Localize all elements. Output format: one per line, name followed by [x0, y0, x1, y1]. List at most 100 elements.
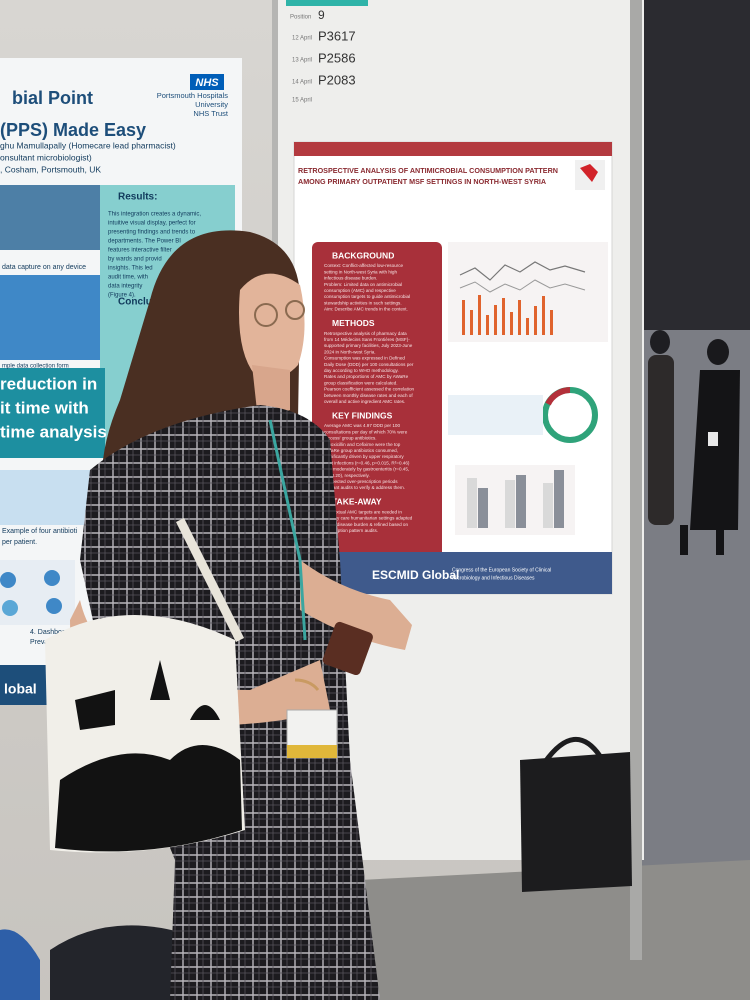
results-text: features interactive filter — [108, 248, 172, 254]
section-line: Problem: Limited data on antimicrobial — [324, 282, 402, 287]
schedule-code: P2083 — [318, 72, 356, 87]
backpack — [0, 929, 40, 1000]
nhs-logo-text: NHS — [195, 77, 219, 89]
section-line: day according to WHO methodology. — [324, 368, 399, 373]
section-heading: TAKE-AWAY — [332, 496, 382, 506]
caption: data capture on any device — [2, 264, 86, 271]
schedule-code: P2586 — [318, 50, 356, 65]
section-line: Retrospective analysis of pharmacy data — [324, 331, 407, 336]
background-people — [648, 330, 740, 555]
tote-strap — [175, 517, 245, 643]
results-text: This integration creates a dynamic, — [108, 212, 201, 218]
left-title: (PPS) Made Easy — [0, 120, 146, 140]
highlight-text: it time with — [0, 398, 89, 417]
org-name: University — [195, 100, 228, 109]
section-line: Context: Conflict-affected low-resource — [324, 263, 404, 268]
schedule-position: 9 — [318, 8, 325, 22]
glasses — [285, 300, 305, 320]
results-text: insights. This led — [108, 266, 153, 272]
section-line: Contextual AMC targets are needed in — [324, 509, 402, 514]
highlight-text: time analysis — [0, 422, 107, 441]
results-text: presenting findings and trends to — [108, 230, 196, 236]
section-line: AWaRe group antibiotics consumed, — [324, 448, 398, 453]
phone — [322, 621, 373, 676]
results-text: by wards and provid — [108, 257, 162, 263]
section-line: primary care humanitarian settings adapt… — [324, 516, 413, 521]
section-line: Rates and proportions of AMC by AWaRe — [324, 374, 409, 379]
glasses — [254, 303, 278, 327]
schedule-date: 12 April — [292, 36, 312, 42]
section-line: 2024 in North-west Syria. — [324, 349, 376, 354]
caption: 4. Dashboard su — [30, 629, 81, 636]
section-line: consultations per day of which 70% were — [324, 429, 408, 434]
face — [239, 273, 305, 379]
section-line: overall and active ingredient AMC rates. — [324, 399, 405, 404]
msf-logo-mark — [580, 164, 598, 182]
section-line: tract infections (r=0.46, p=0.015, R²=0.… — [324, 460, 410, 465]
caption: Example of four antibioti — [2, 528, 78, 535]
floor-bag — [520, 752, 632, 892]
pie-icon — [44, 570, 60, 586]
floor — [330, 860, 750, 1000]
poster-left-column — [312, 242, 442, 558]
schedule-label: Position — [290, 15, 311, 21]
pie-icon — [2, 600, 18, 616]
schedule-date: 14 April — [292, 80, 312, 86]
highlight-text: reduction in — [0, 374, 97, 393]
section-heading: KEY FINDINGS — [332, 410, 393, 420]
section-heading: BACKGROUND — [332, 250, 394, 260]
results-text: departments. The Power BI — [108, 239, 181, 245]
nhs-logo — [190, 74, 224, 90]
section-line: group classification were calculated. — [324, 380, 398, 385]
poster-footer-note: Congress of the European Society of Clin… — [452, 567, 551, 573]
poster-footer-text: ESCMID Global — [372, 568, 459, 582]
donut-segment — [545, 387, 571, 406]
photo-panel — [0, 185, 100, 250]
results-text: audit time, with — [108, 275, 148, 281]
poster-footer-note: Microbiology and Infectious Diseases — [452, 575, 535, 581]
section-line: and moderately by gastroenteritis (r=0.4… — [324, 467, 409, 472]
results-heading: Results: — [118, 192, 157, 203]
section-line: supported primary facilities, July 2023-… — [324, 343, 413, 348]
person — [45, 230, 412, 1000]
pie-icon — [46, 598, 62, 614]
screen-panel — [0, 275, 100, 360]
tote-print — [75, 660, 220, 730]
section-line: 'Access' group antibiotics. — [324, 436, 377, 441]
section-line: infectious disease burden. — [324, 276, 377, 281]
section-line: prescription pattern audits. — [324, 528, 378, 533]
section-line: R²=0.20), respectively. — [324, 473, 370, 478]
org-name: NHS Trust — [193, 109, 229, 118]
bar-sketch — [467, 470, 564, 528]
author-line: ghu Mamullapally (Homecare lead pharmaci… — [0, 140, 176, 150]
arm — [300, 560, 412, 650]
section-line: stewardship activities in such settings. — [324, 300, 402, 305]
section-line: Suspected over-prescription periods — [324, 479, 398, 484]
results-text: intuitive visual display, perfect for — [108, 221, 196, 227]
caption: per patient. — [2, 539, 37, 546]
schedule-header — [286, 0, 368, 6]
section-line: to the disease burden & refined based on — [324, 522, 408, 527]
results-text: (Figure 4). — [108, 293, 136, 299]
section-line: consumption targets to guide antimicrobi… — [324, 294, 410, 299]
highlight-panel — [0, 368, 105, 458]
board-frame — [630, 0, 642, 960]
section-line: Consumption was expressed in Defined — [324, 356, 405, 361]
poster-title-band — [294, 142, 612, 156]
author-line: , Cosham, Portsmouth, UK — [0, 164, 101, 174]
author-line: onsultant microbiologist) — [0, 152, 92, 162]
results-text: data integrity — [108, 284, 142, 290]
section-line: warrant audits to verify & address them. — [324, 485, 405, 490]
section-line: Amoxicillin and Cefixime were the top — [324, 442, 401, 447]
section-line: Pearson coefficient assessed the correla… — [324, 387, 415, 392]
bag-handle — [542, 737, 603, 764]
conclusion-heading: Conclu — [118, 297, 152, 308]
lanyard — [268, 419, 307, 641]
section-line: between monthly disease rates and each o… — [324, 393, 413, 398]
section-line: significantly driven by upper respirator… — [324, 454, 404, 459]
schedule-date: 15 April — [292, 98, 312, 104]
left-footer-text: lobal — [4, 681, 37, 697]
section-line: consumption (AMC) and respective — [324, 288, 396, 293]
